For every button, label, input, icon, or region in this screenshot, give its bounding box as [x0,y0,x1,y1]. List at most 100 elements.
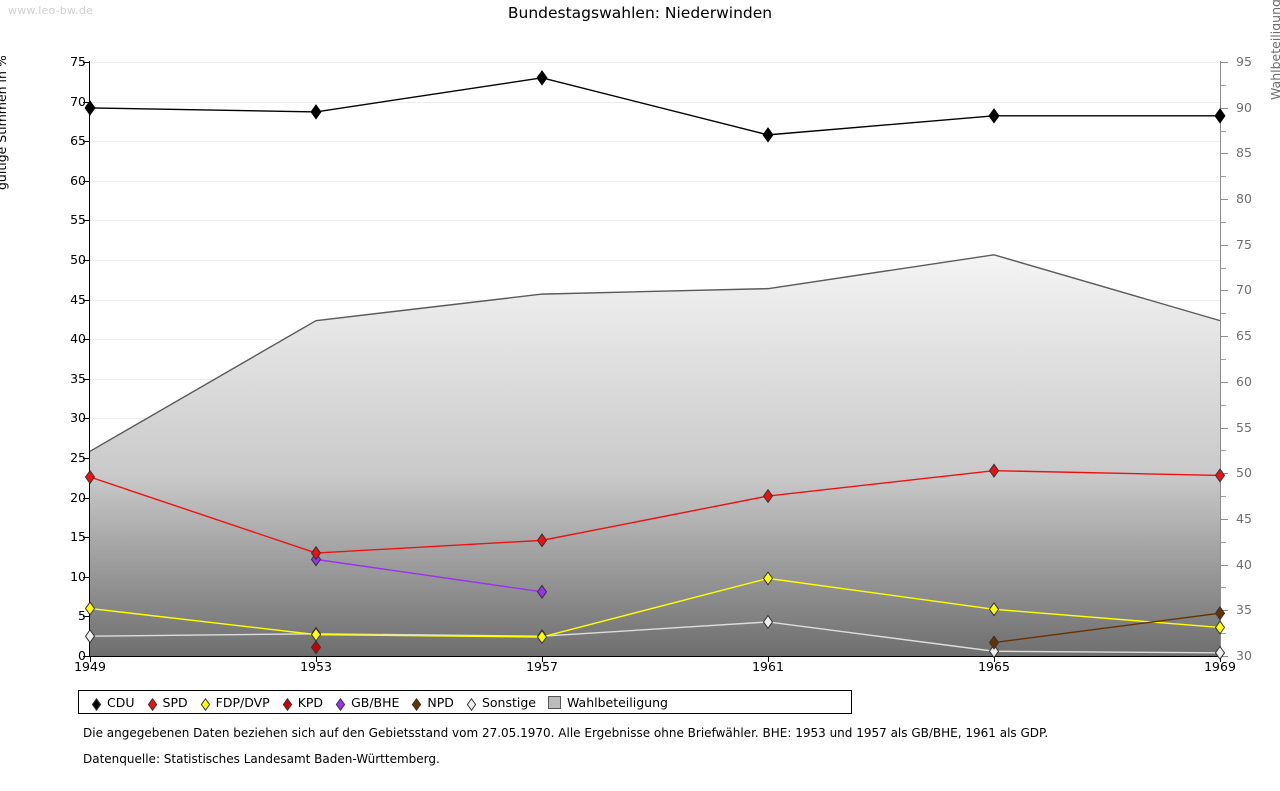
marker-sonstige [1214,645,1226,661]
area-wahlbeteiligung [90,254,1220,656]
x-tick-label: 1957 [526,659,558,674]
legend-label: FDP/DVP [215,694,270,710]
y-tick-mark-left [83,299,90,301]
gridline [90,101,1220,103]
legend-label: SPD [162,694,188,710]
y-tick-mark-right [1221,290,1228,292]
legend-item-kpd[interactable]: KPD [270,694,324,712]
y-tick-mark-right [1221,107,1228,109]
legend-item-spd[interactable]: SPD [135,694,188,712]
marker-fdp-dvp [1214,620,1226,635]
legend-diamond-icon [91,696,102,712]
y-tick-label-left: 0 [78,648,86,663]
x-tick-label: 1949 [74,659,106,674]
watermark: www.leo-bw.de [8,4,94,17]
y-tick-minor-right [1221,176,1226,178]
footnote-datenquelle: Datenquelle: Statistisches Landesamt Bad… [83,752,440,766]
legend-item-sonstige[interactable]: Sonstige [454,695,536,712]
chart-legend: CDU SPD FDP/DVP KPD GB/BHE NPD Sonstige Wahlbet… [78,690,852,714]
legend-item-gb-bhe[interactable]: GB/BHE [323,695,399,712]
y-tick-minor-right [1221,221,1226,223]
y-tick-minor-right [1221,541,1226,543]
y-tick-mark-left [83,141,90,143]
y-tick-label-left: 20 [70,489,86,505]
y-tick-mark-right [1221,62,1228,63]
marker-cdu [988,108,1000,124]
marker-spd [1214,468,1226,483]
x-tick-label: 1969 [1204,659,1236,674]
marker-cdu [310,104,322,120]
y-tick-label-right: 70 [1236,282,1252,298]
x-tick-mark [90,656,91,662]
y-tick-label-left: 75 [70,54,86,69]
y-tick-label-right: 65 [1236,328,1252,344]
y-tick-minor-right [1221,267,1226,269]
legend-item-cdu[interactable]: CDU [79,695,135,712]
area-outline-wahlbeteiligung [89,254,1221,452]
y-tick-mark-left [83,458,90,459]
marker-cdu [536,70,548,86]
marker-fdp-dvp [762,571,774,586]
y-tick-label-left: 65 [70,133,86,149]
y-tick-minor-right [1221,450,1226,452]
line-spd [89,469,1221,554]
y-tick-label-right: 55 [1236,419,1252,435]
x-tick-mark [316,656,317,662]
y-tick-minor-right [1221,587,1226,589]
marker-npd [1214,606,1226,621]
x-tick-mark [542,656,543,662]
x-tick-label: 1953 [300,659,332,674]
x-tick-label: 1965 [978,659,1010,674]
y-tick-mark-left [83,220,90,222]
y-tick-label-left: 40 [70,331,86,347]
x-tick-label: 1961 [752,659,784,674]
y-tick-mark-left [83,537,90,539]
legend-diamond-icon [147,696,157,712]
y-tick-mark-left [83,378,90,380]
y-tick-label-right: 35 [1236,602,1252,618]
y-tick-mark-left [83,101,90,103]
y-tick-mark-left [83,339,90,341]
legend-label: KPD [297,694,324,710]
marker-sonstige [762,614,774,630]
y-tick-label-left: 55 [70,212,86,228]
y-axis-left-line [89,61,90,657]
legend-diamond-icon [282,696,292,712]
y-tick-mark-right [1221,336,1228,338]
legend-diamond-icon [466,696,477,712]
legend-square-icon [547,695,561,709]
marker-kpd [310,640,322,655]
y-tick-label-right: 90 [1236,99,1252,115]
y-tick-minor-right [1221,359,1226,360]
legend-item-wahlbeteiligung[interactable]: Wahlbeteiligung [536,695,668,710]
marker-spd [988,463,1000,478]
marker-spd [762,488,774,504]
y-tick-label-left: 25 [70,450,86,465]
y-axis-right-line [1220,61,1221,657]
y-tick-label-right: 75 [1236,236,1252,252]
legend-item-npd[interactable]: NPD [399,695,454,712]
legend-item-fdp-dvp[interactable]: FDP/DVP [188,694,270,712]
y-tick-mark-right [1221,564,1228,566]
marker-fdp-dvp [84,601,96,616]
y-tick-label-left: 30 [70,410,86,426]
y-tick-mark-left [83,418,90,420]
marker-npd [988,635,1000,650]
line-fdp-dvp [89,577,1221,638]
x-axis-line [89,656,1221,657]
y-tick-mark-left [83,260,90,261]
line-npd [993,612,1221,644]
y-tick-mark-left [83,576,90,578]
y-tick-minor-right [1221,404,1226,406]
y-tick-minor-right [1221,633,1226,635]
marker-spd [84,469,96,485]
y-tick-label-right: 50 [1236,465,1252,481]
y-tick-mark-right [1221,427,1228,429]
marker-spd [536,533,548,548]
y-tick-mark-left [83,656,90,657]
y-tick-mark-left [83,62,90,63]
legend-diamond-icon [411,696,422,712]
y-tick-minor-right [1221,496,1226,498]
y-tick-mark-right [1221,518,1228,520]
